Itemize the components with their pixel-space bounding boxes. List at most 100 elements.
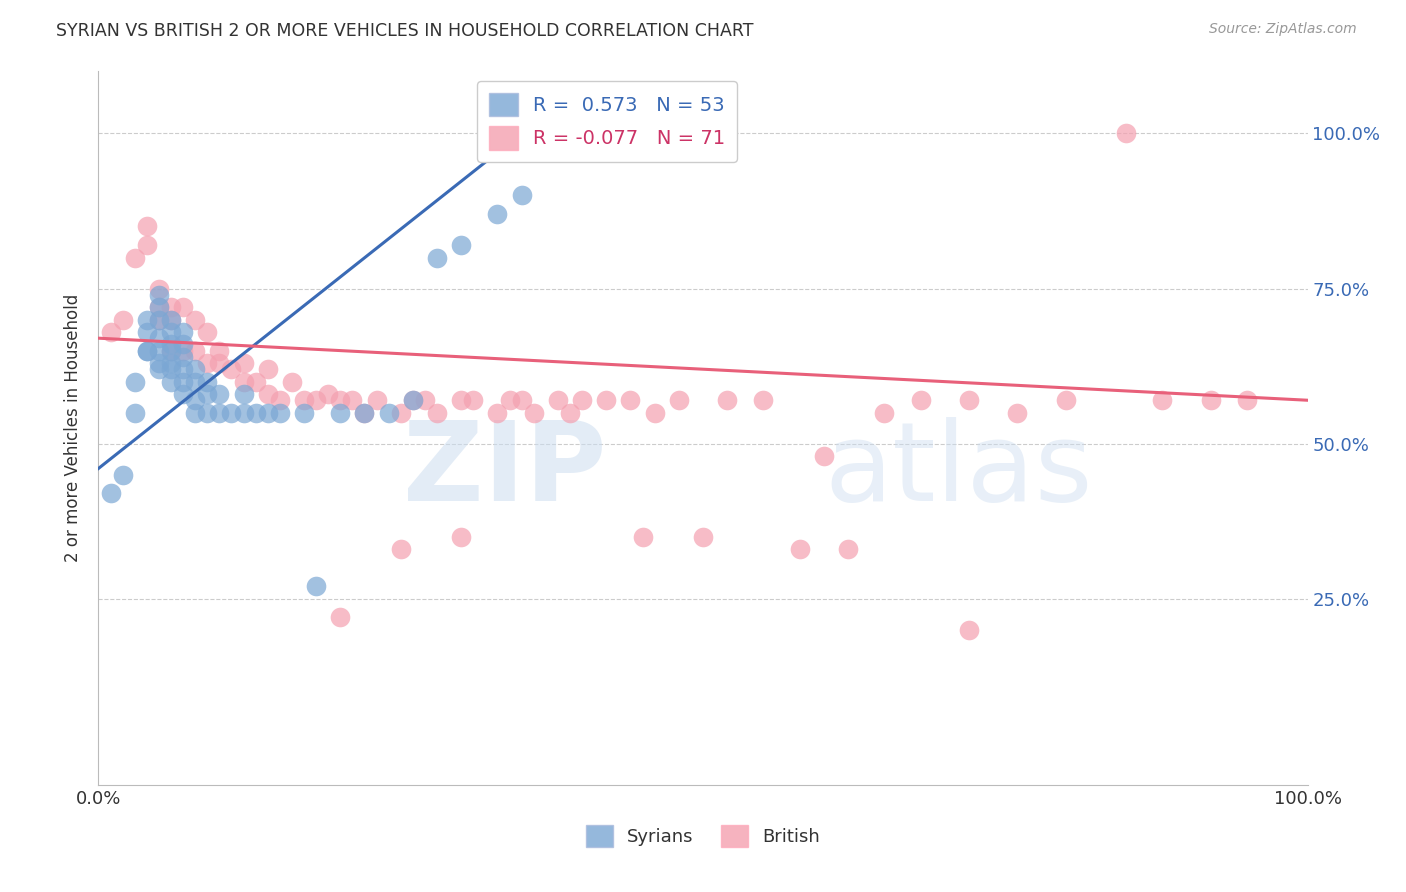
Point [124,251,146,265]
Point [486,406,509,420]
Point [486,207,509,221]
Point [1007,406,1029,420]
Point [221,406,243,420]
Point [910,393,932,408]
Point [148,300,170,314]
Point [160,312,183,326]
Point [329,393,352,408]
Point [716,393,738,408]
Point [160,375,183,389]
Point [148,300,170,314]
Point [172,337,194,351]
Point [184,343,207,358]
Point [426,251,449,265]
Point [221,362,243,376]
Point [269,406,291,420]
Point [631,530,654,544]
Point [135,325,157,339]
Point [208,387,231,401]
Point [619,393,641,408]
Point [245,375,267,389]
Point [644,406,666,420]
Point [1115,127,1137,141]
Point [195,356,218,370]
Point [305,393,328,408]
Point [957,393,980,408]
Point [510,393,533,408]
Point [184,362,207,376]
Point [692,530,714,544]
Point [184,312,207,326]
Point [558,406,581,420]
Point [184,406,207,420]
Point [752,393,775,408]
Point [100,325,122,339]
Point [837,542,859,557]
Point [957,623,980,637]
Point [160,356,183,370]
Point [124,406,146,420]
Point [160,325,183,339]
Point [148,287,170,301]
Point [813,449,835,463]
Point [135,343,157,358]
Point [1054,393,1077,408]
Point [208,406,231,420]
Point [1152,393,1174,408]
Point [426,406,449,420]
Point [463,393,485,408]
Point [160,362,183,376]
Point [148,312,170,326]
Point [148,343,170,358]
Point [245,406,267,420]
Point [184,375,207,389]
Point [292,393,315,408]
Point [377,406,399,420]
Point [305,579,328,593]
Point [256,362,278,376]
Point [100,486,122,500]
Point [135,343,157,358]
Point [353,406,375,420]
Point [148,331,170,345]
Point [232,356,254,370]
Point [135,312,157,326]
Point [172,343,194,358]
Text: SYRIAN VS BRITISH 2 OR MORE VEHICLES IN HOUSEHOLD CORRELATION CHART: SYRIAN VS BRITISH 2 OR MORE VEHICLES IN … [56,22,754,40]
Point [148,312,170,326]
Point [160,337,183,351]
Point [1199,393,1222,408]
Point [111,467,134,482]
Point [148,281,170,295]
Point [789,542,811,557]
Point [256,406,278,420]
Point [135,238,157,252]
Point [160,312,183,326]
Point [1236,393,1258,408]
Point [269,393,291,408]
Point [498,393,520,408]
Point [124,375,146,389]
Point [353,406,375,420]
Point [195,406,218,420]
Point [450,393,472,408]
Point [208,343,231,358]
Point [595,393,617,408]
Point [281,375,304,389]
Point [342,393,364,408]
Point [172,325,194,339]
Point [232,375,254,389]
Y-axis label: 2 or more Vehicles in Household: 2 or more Vehicles in Household [65,294,83,562]
Text: atlas: atlas [824,417,1092,524]
Point [172,350,194,364]
Point [329,406,352,420]
Point [413,393,436,408]
Point [111,312,134,326]
Point [195,375,218,389]
Point [184,393,207,408]
Point [329,610,352,624]
Point [160,343,183,358]
Point [208,356,231,370]
Point [172,362,194,376]
Point [160,300,183,314]
